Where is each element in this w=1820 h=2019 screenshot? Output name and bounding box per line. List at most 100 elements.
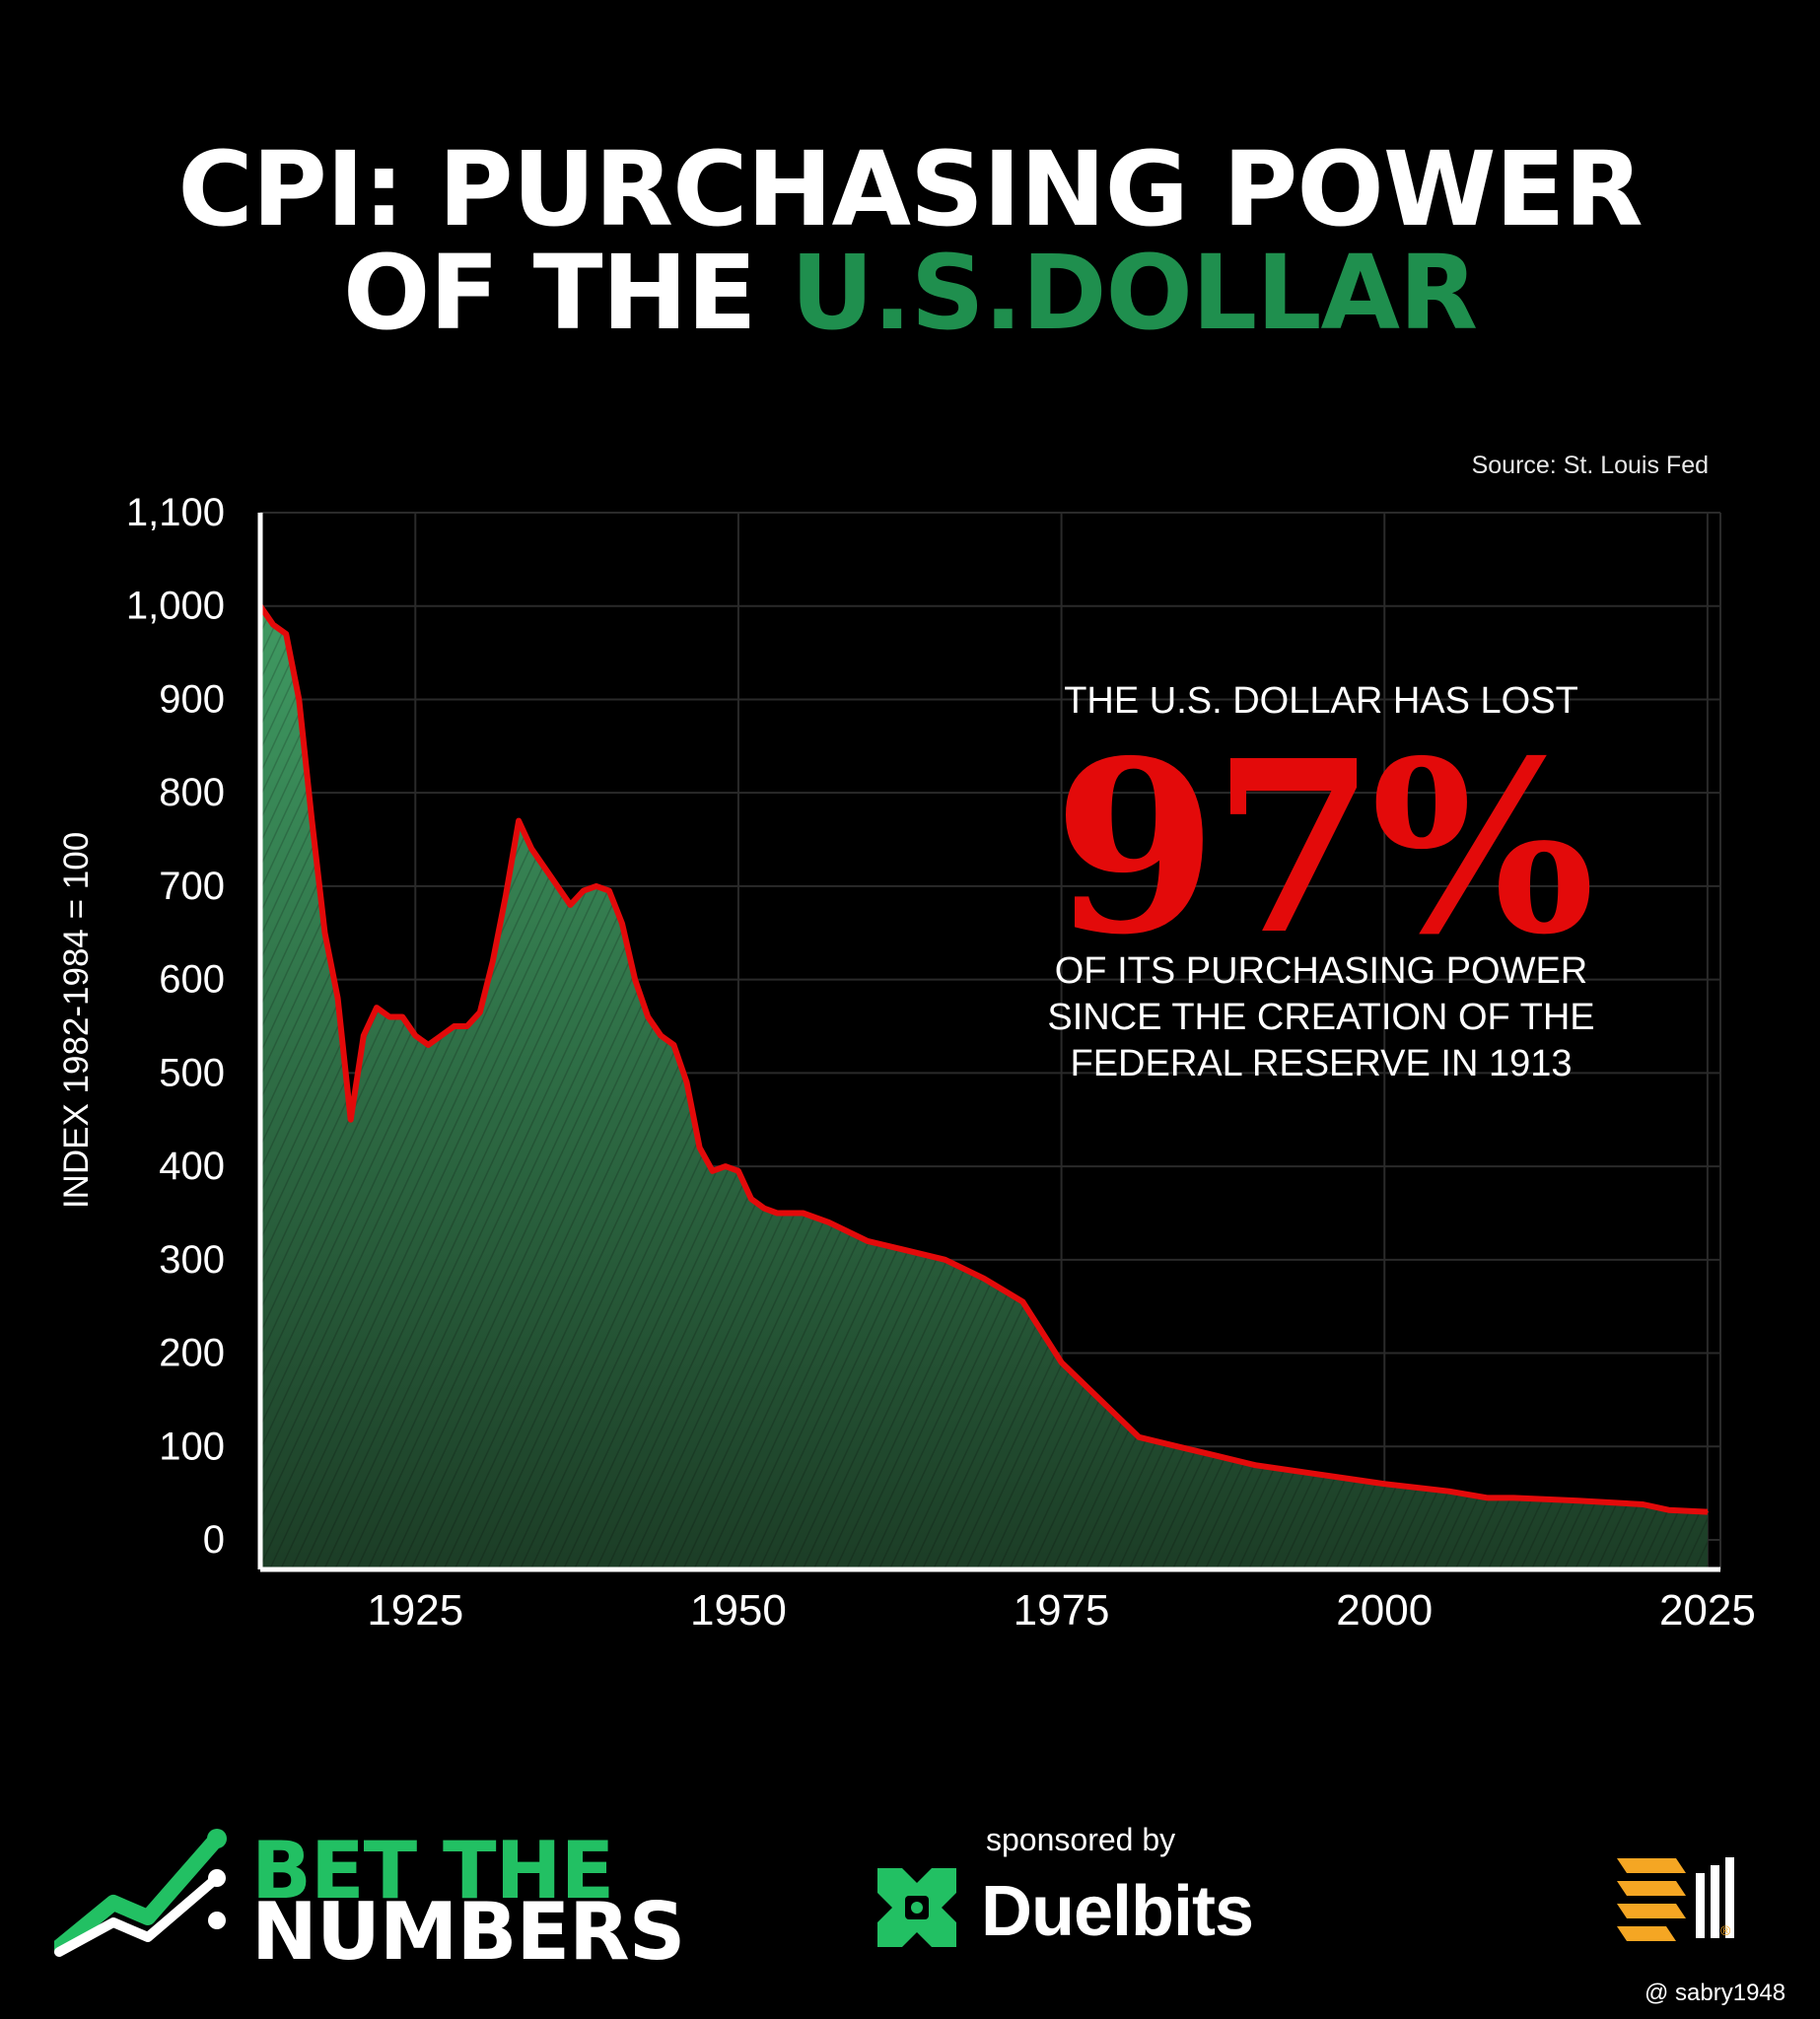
data-point bbox=[827, 1220, 830, 1223]
data-point bbox=[776, 1212, 779, 1215]
data-point bbox=[1176, 1445, 1179, 1448]
callout-percentage: 97% bbox=[1052, 709, 1595, 987]
cpi-chart: 0 100 200 300 400 500 600 700 800 900 1,000 1,100 19… bbox=[126, 491, 1756, 1635]
data-point bbox=[465, 1025, 468, 1027]
data-point bbox=[905, 1249, 908, 1252]
y-tick-label: 1,000 bbox=[126, 585, 225, 628]
sponsor-name: Duelbits bbox=[981, 1872, 1254, 1951]
data-point bbox=[388, 1015, 391, 1018]
data-point bbox=[1487, 1497, 1490, 1499]
duelbits-swords-icon bbox=[877, 1868, 956, 1947]
x-tick-label: 1950 bbox=[690, 1586, 787, 1635]
y-tick-label: 300 bbox=[159, 1238, 225, 1282]
y-tick-label: 100 bbox=[159, 1425, 225, 1468]
data-point bbox=[556, 884, 559, 887]
data-point bbox=[1383, 1483, 1386, 1486]
data-point bbox=[311, 819, 314, 822]
title-accent-part: U.S.DOLLAR bbox=[790, 233, 1478, 353]
y-tick-label: 1,100 bbox=[126, 491, 225, 534]
brand-line-1: BET THE bbox=[251, 1825, 614, 1916]
data-point bbox=[440, 1034, 443, 1037]
data-point bbox=[518, 819, 521, 822]
title-white-part: OF THE bbox=[342, 233, 791, 353]
page-title-line-1: CPI: PURCHASING POWER bbox=[177, 129, 1643, 249]
callout-intro: THE U.S. DOLLAR HAS LOST bbox=[1064, 680, 1578, 722]
data-point bbox=[1667, 1508, 1670, 1511]
y-axis-label: INDEX 1982-1984 = 100 bbox=[57, 831, 96, 1210]
data-point bbox=[647, 1015, 650, 1018]
callout-line: SINCE THE CREATION OF THE bbox=[1047, 997, 1595, 1038]
data-point bbox=[1138, 1435, 1141, 1438]
data-point bbox=[867, 1239, 869, 1242]
callout-line: FEDERAL RESERVE IN 1913 bbox=[1070, 1043, 1573, 1084]
data-point bbox=[1706, 1510, 1709, 1513]
data-point bbox=[298, 698, 301, 701]
data-point bbox=[750, 1198, 752, 1201]
data-point bbox=[1447, 1490, 1450, 1493]
x-tick-label: 2000 bbox=[1336, 1586, 1433, 1635]
data-point bbox=[1021, 1300, 1024, 1303]
sponsored-by-label: sponsored by bbox=[986, 1822, 1176, 1857]
y-tick-label: 200 bbox=[159, 1332, 225, 1375]
data-point bbox=[505, 894, 507, 897]
data-point bbox=[763, 1207, 766, 1210]
data-point bbox=[634, 978, 637, 981]
y-tick-label: 0 bbox=[203, 1518, 225, 1562]
data-point bbox=[802, 1212, 805, 1215]
data-point bbox=[478, 1010, 481, 1013]
data-point bbox=[323, 932, 326, 935]
registered-mark: ® bbox=[1720, 1922, 1731, 1938]
data-point bbox=[376, 1007, 378, 1010]
tick-labels: 0 100 200 300 400 500 600 700 800 900 1,000 1,100 19… bbox=[126, 491, 1756, 1635]
data-point bbox=[711, 1169, 714, 1172]
data-point bbox=[944, 1258, 946, 1261]
source-note: Source: St. Louis Fed bbox=[1471, 452, 1709, 479]
data-point bbox=[362, 1034, 365, 1037]
data-point bbox=[1576, 1499, 1579, 1502]
area-fill bbox=[260, 605, 1708, 1569]
data-point bbox=[672, 1043, 675, 1046]
x-tick-label: 1925 bbox=[367, 1586, 463, 1635]
area-texture bbox=[260, 605, 1708, 1569]
data-point bbox=[427, 1043, 430, 1046]
data-point bbox=[272, 623, 275, 626]
data-point bbox=[582, 889, 585, 892]
y-tick-label: 900 bbox=[159, 677, 225, 721]
data-point bbox=[1215, 1454, 1218, 1457]
data-point bbox=[724, 1165, 727, 1168]
data-point bbox=[349, 1118, 352, 1121]
data-point bbox=[607, 889, 610, 892]
bars-logo-icon bbox=[1617, 1857, 1734, 1941]
data-point bbox=[660, 1034, 663, 1037]
data-point bbox=[1060, 1361, 1063, 1363]
data-point bbox=[685, 1080, 688, 1083]
watermark: @ sabry1948 bbox=[1645, 1980, 1786, 2006]
page-title-line-2: OF THE U.S.DOLLAR bbox=[0, 242, 1820, 344]
data-point bbox=[285, 633, 288, 636]
series-line bbox=[257, 603, 1709, 1515]
data-point bbox=[1642, 1503, 1645, 1505]
x-tick-label: 1975 bbox=[1014, 1586, 1110, 1635]
data-point bbox=[336, 997, 339, 1000]
callout-details: OF ITS PURCHASING POWER SINCE THE CREATI… bbox=[986, 948, 1656, 1087]
data-point bbox=[1098, 1398, 1101, 1401]
data-point bbox=[414, 1034, 417, 1037]
data-point bbox=[1254, 1464, 1257, 1467]
data-point bbox=[698, 1147, 701, 1149]
data-point bbox=[543, 867, 546, 869]
y-tick-label: 700 bbox=[159, 865, 225, 908]
brand-line-2: NUMBERS bbox=[251, 1886, 685, 1978]
data-point bbox=[982, 1277, 985, 1280]
data-point bbox=[1512, 1497, 1515, 1499]
data-point bbox=[530, 848, 533, 850]
data-point bbox=[491, 959, 494, 962]
data-point bbox=[401, 1015, 404, 1018]
x-tick-label: 2025 bbox=[1659, 1586, 1756, 1635]
data-point bbox=[621, 922, 623, 925]
axes bbox=[257, 513, 1720, 1572]
data-point bbox=[1318, 1473, 1321, 1476]
callout-line: OF ITS PURCHASING POWER bbox=[1054, 950, 1588, 992]
bet-the-numbers-chart-icon bbox=[54, 1829, 227, 1957]
data-point bbox=[453, 1025, 455, 1027]
data-point bbox=[569, 903, 572, 906]
